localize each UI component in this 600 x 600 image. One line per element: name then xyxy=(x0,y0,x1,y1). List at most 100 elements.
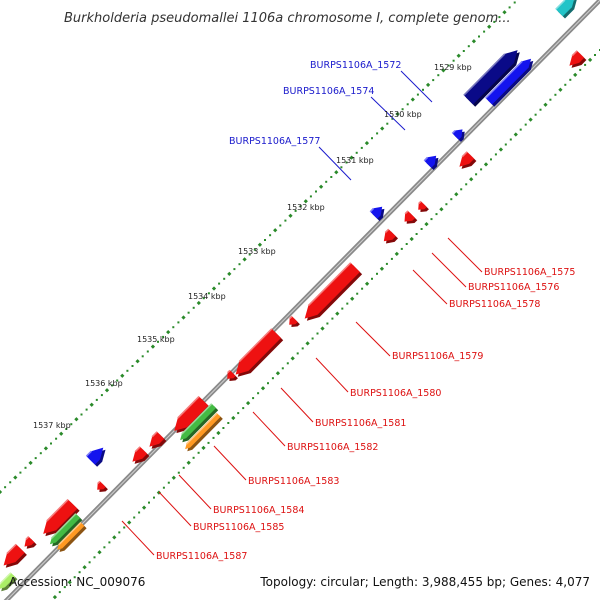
gene-1582-arrow-highlight xyxy=(177,395,200,419)
gene-label[interactable]: BURPS1106A_1572 xyxy=(310,60,401,71)
inner-track-dot xyxy=(63,586,66,589)
outer-track-dot xyxy=(100,394,103,397)
outer-track-dot xyxy=(141,355,144,358)
outer-track-dot xyxy=(13,475,18,480)
outer-track-dot xyxy=(196,300,201,306)
scale-tick-label: 1532 kbp xyxy=(287,203,325,212)
gene-1583a-arrow[interactable] xyxy=(149,431,167,449)
gene-lime-edge[interactable] xyxy=(0,572,18,592)
gene-blue-small-3[interactable] xyxy=(85,447,106,467)
leader-line xyxy=(315,357,349,393)
gene-1580-arrow[interactable] xyxy=(235,328,284,377)
outer-track-dot xyxy=(202,297,205,300)
gene-label[interactable]: BURPS1106A_1587 xyxy=(156,551,247,562)
gene-1583b-arrow-highlight xyxy=(134,446,141,453)
inner-track-dot xyxy=(341,307,344,310)
inner-track-dot xyxy=(192,456,195,459)
gene-label[interactable]: BURPS1106A_1579 xyxy=(392,351,483,362)
inner-track-dot xyxy=(301,347,304,350)
leader-line xyxy=(178,474,212,510)
gene-1583a-arrow-body xyxy=(149,431,165,447)
gene-blue-small-1[interactable] xyxy=(451,129,465,142)
gene-green-lower[interactable] xyxy=(49,513,83,547)
inner-track-dot xyxy=(305,341,310,346)
gene-1584-arrow[interactable] xyxy=(180,403,219,443)
outer-track-dot xyxy=(471,39,477,44)
inner-track-dot xyxy=(543,102,548,107)
gene-label[interactable]: BURPS1106A_1581 xyxy=(315,418,406,429)
gene-1581-arrow[interactable] xyxy=(227,369,238,381)
outer-track-dot xyxy=(303,199,308,204)
gene-label[interactable]: BURPS1106A_1580 xyxy=(350,388,441,399)
outer-track-dot xyxy=(406,103,409,106)
gene-label[interactable]: BURPS1106A_1577 xyxy=(229,136,320,147)
gene-teal-edge[interactable] xyxy=(555,0,577,19)
inner-track-dot xyxy=(356,292,359,295)
outer-track-dot xyxy=(401,108,404,111)
gene-blue-small-2[interactable] xyxy=(369,206,385,221)
outer-track-dot xyxy=(28,460,33,466)
gene-1578-arrow[interactable] xyxy=(383,228,398,244)
inner-track-dot xyxy=(430,218,433,221)
inner-track-dot xyxy=(245,400,251,406)
inner-track-dot xyxy=(379,266,385,271)
inner-track-dot xyxy=(212,436,215,439)
gene-label[interactable]: BURPS1106A_1574 xyxy=(283,86,374,97)
gene-1579-arrow-body xyxy=(304,262,360,319)
gene-label[interactable]: BURPS1106A_1576 xyxy=(468,282,559,293)
gene-1574-arrow[interactable] xyxy=(485,58,534,107)
gene-1572-arrow[interactable] xyxy=(463,50,520,107)
outer-track-dot xyxy=(43,446,49,451)
gene-1582-arrow[interactable] xyxy=(174,395,211,434)
outer-track-dot xyxy=(416,93,419,96)
outer-track-dot xyxy=(325,180,328,183)
outer-track-dot xyxy=(162,335,165,338)
gene-label[interactable]: BURPS1106A_1583 xyxy=(248,476,339,487)
outer-track-dot xyxy=(264,239,266,241)
gene-1581-arrow-body xyxy=(227,370,236,379)
gene-red-edge-1[interactable] xyxy=(569,50,587,68)
gene-orange-lower-highlight xyxy=(58,521,82,546)
scale-tick-label: 1535 kbp xyxy=(137,335,175,344)
inner-track-dot xyxy=(112,535,117,540)
gene-1585-arrow-shadow xyxy=(187,415,223,452)
inner-track-dot xyxy=(123,526,126,529)
leader-line xyxy=(412,269,448,305)
gene-label[interactable]: BURPS1106A_1575 xyxy=(484,267,575,278)
gene-1576-arrow[interactable] xyxy=(404,210,418,224)
gene-small-red-c[interactable] xyxy=(97,480,108,492)
leader-line xyxy=(158,491,192,527)
gene-label[interactable]: BURPS1106A_1578 xyxy=(449,299,540,310)
gene-1585-arrow[interactable] xyxy=(185,412,223,452)
gene-small-red-b[interactable] xyxy=(289,315,300,327)
gene-orange-lower[interactable] xyxy=(57,521,87,552)
gene-label[interactable]: BURPS1106A_1584 xyxy=(213,505,304,516)
scale-tick-label: 1536 kbp xyxy=(85,379,123,388)
outer-track-dot xyxy=(273,228,278,233)
inner-track-dot xyxy=(97,550,102,555)
gene-label[interactable]: BURPS1106A_1582 xyxy=(287,442,378,453)
inner-track-dot xyxy=(148,501,150,504)
outer-track-dot xyxy=(330,176,333,178)
outer-track-dot xyxy=(360,146,363,149)
gene-1577-arrow[interactable] xyxy=(423,155,439,170)
outer-track-dot xyxy=(391,117,394,120)
gene-1583b-arrow[interactable] xyxy=(132,446,150,464)
gene-1579-arrow[interactable] xyxy=(304,262,363,321)
gene-red-edge-2[interactable] xyxy=(3,543,27,568)
gene-1572-arrow-highlight xyxy=(463,53,506,96)
leader-line xyxy=(318,146,352,181)
gene-1575-arrow[interactable] xyxy=(459,151,477,169)
inner-track-dot xyxy=(275,371,281,376)
inner-track-dot xyxy=(394,251,399,257)
gene-small-red-d[interactable] xyxy=(24,536,37,549)
outer-track-dot xyxy=(150,344,156,349)
gene-1585-arrow-highlight xyxy=(185,412,218,445)
inner-track-dot xyxy=(88,561,91,564)
gene-small-red-a[interactable] xyxy=(418,200,429,212)
accession-text: Accession: NC_009076 xyxy=(9,575,145,589)
gene-1587-arrow[interactable] xyxy=(43,498,80,537)
inner-track-dot xyxy=(584,63,587,66)
outer-track-dot xyxy=(248,253,251,256)
gene-label[interactable]: BURPS1106A_1585 xyxy=(193,522,284,533)
